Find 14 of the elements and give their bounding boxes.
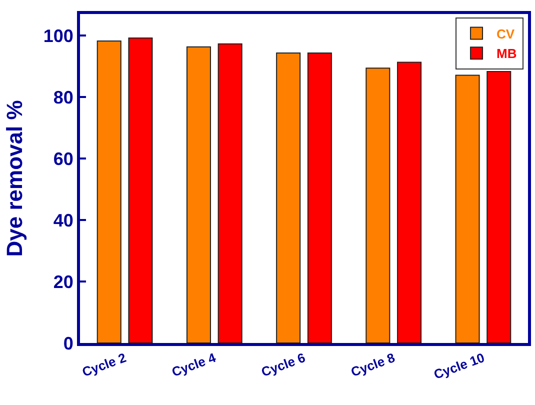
y-tick-label: 40 [53,210,74,230]
x-tick-label: Cycle 10 [432,350,486,382]
x-tick-label: Cycle 2 [80,350,128,380]
y-tick-label: 60 [53,148,74,169]
y-axis-title: Dye removal % [2,100,28,257]
x-tick-label: Cycle 8 [348,350,397,380]
x-tick-label: Cycle 4 [170,350,218,380]
y-tick-label: 20 [53,272,74,292]
y-tick-label: 0 [63,333,74,354]
legend-label: MB [496,46,517,62]
y-tick-label: 100 [43,26,74,46]
y-tick-label: 80 [53,87,74,108]
x-tick-label: Cycle 6 [259,350,308,380]
legend-label: CV [496,26,515,42]
